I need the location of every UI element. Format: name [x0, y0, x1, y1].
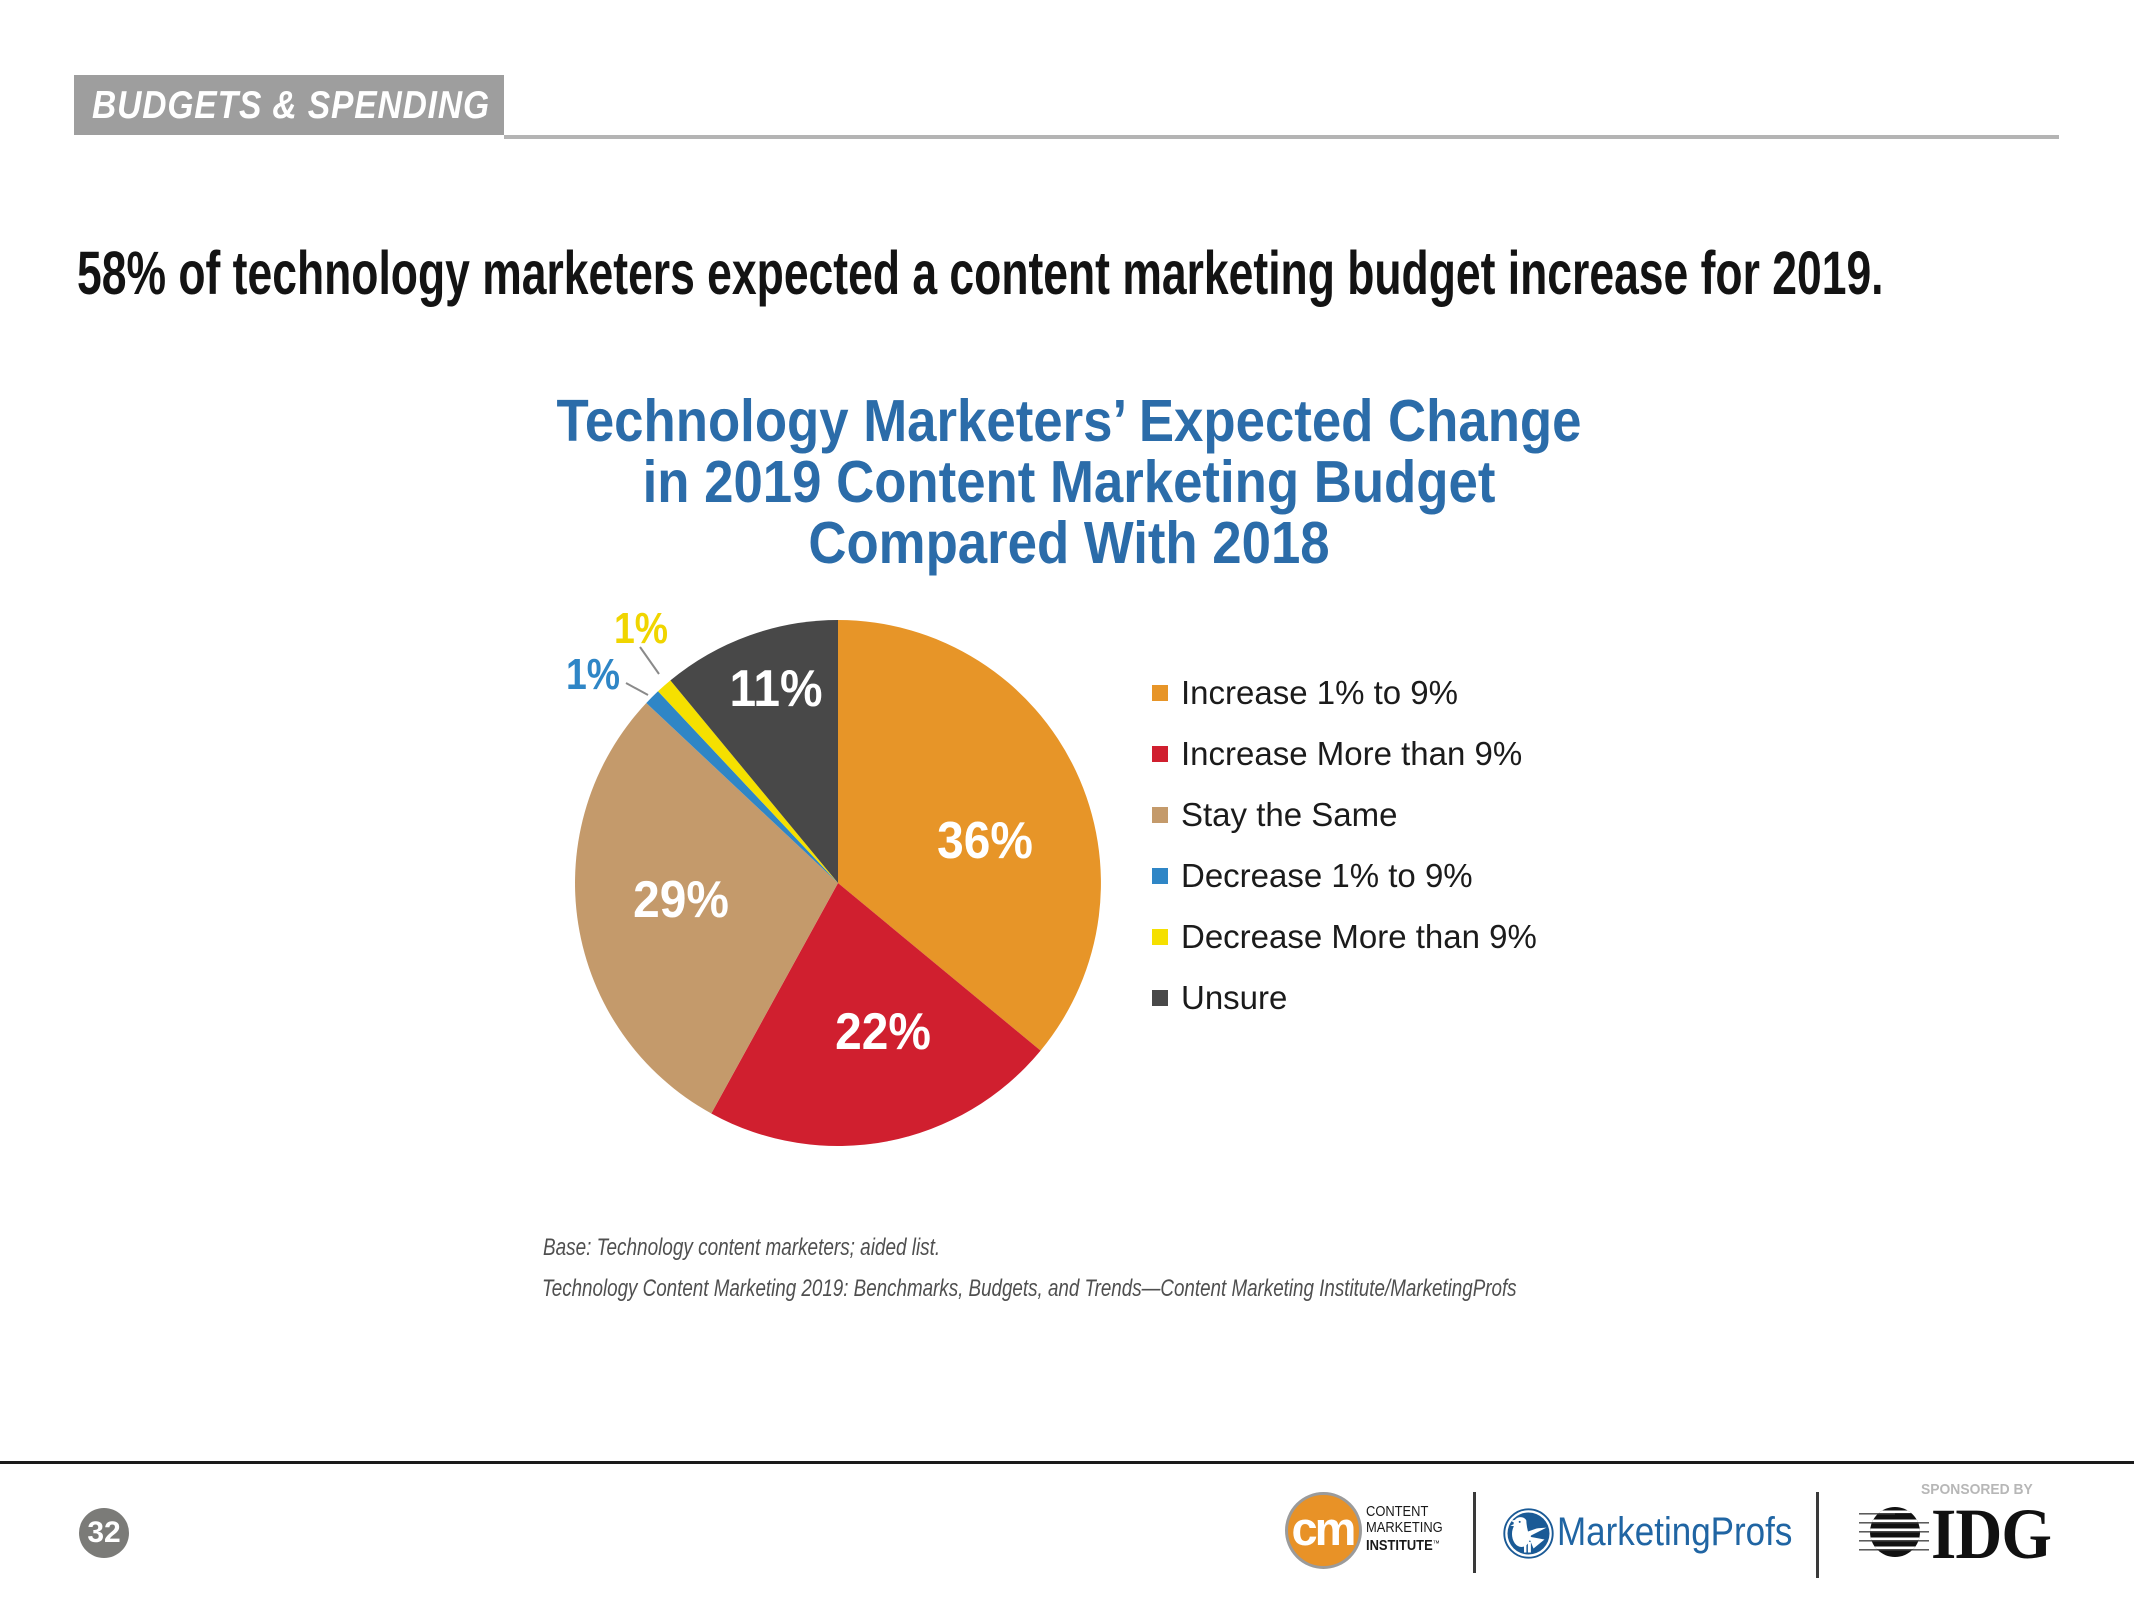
svg-text:36%: 36% [937, 811, 1033, 869]
svg-text:1%: 1% [566, 649, 620, 699]
svg-text:22%: 22% [835, 1002, 931, 1060]
svg-text:11%: 11% [729, 659, 822, 717]
svg-text:29%: 29% [633, 870, 729, 928]
svg-text:1%: 1% [614, 603, 668, 653]
